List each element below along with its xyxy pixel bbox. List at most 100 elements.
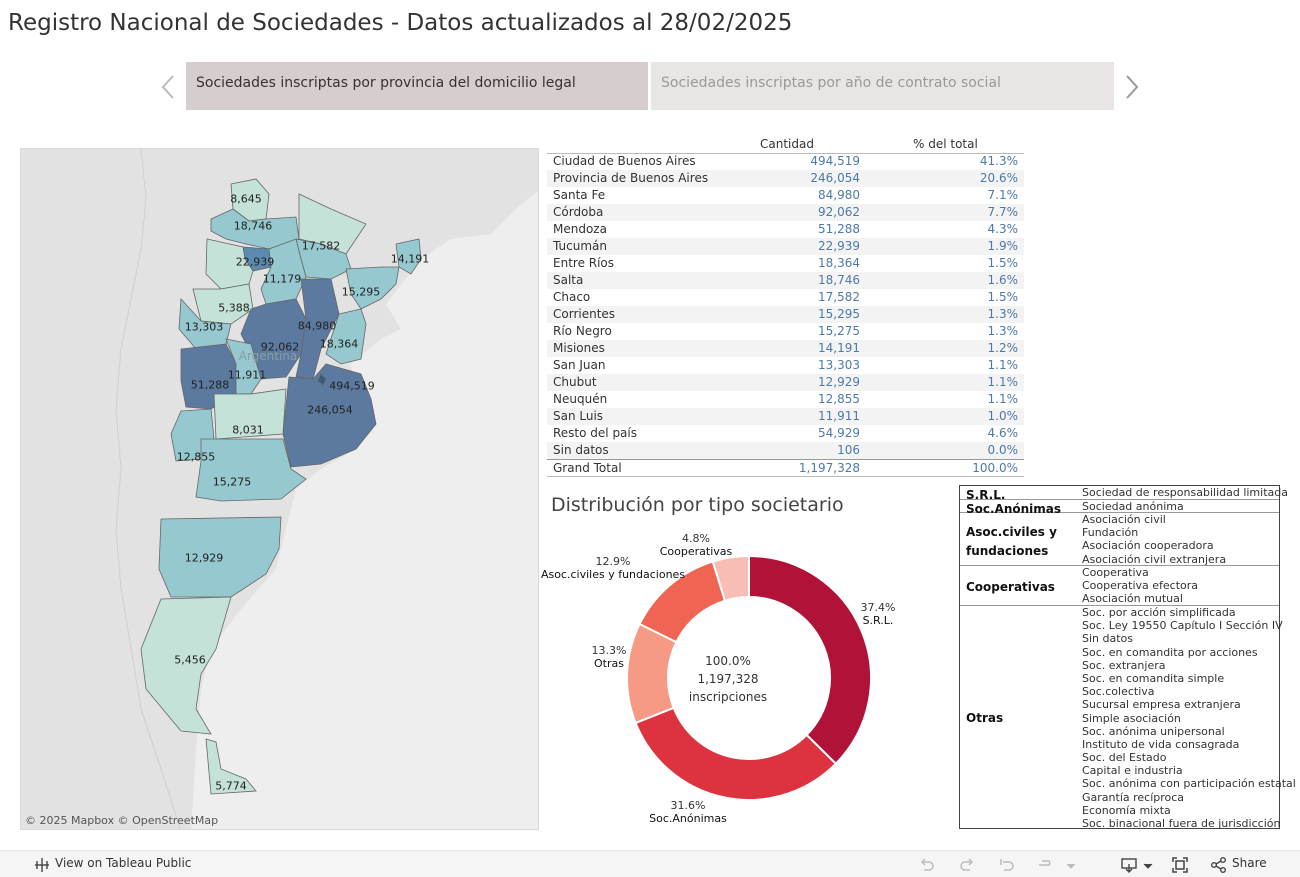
legend-item: Instituto de vida consagrada xyxy=(1082,737,1240,751)
table-row[interactable]: Río Negro 15,275 1.3% xyxy=(547,323,1024,340)
undo-icon[interactable] xyxy=(918,856,936,874)
row-qty: 15,295 xyxy=(818,307,860,321)
total-qty: 1,197,328 xyxy=(798,461,860,475)
chevron-down-icon[interactable] xyxy=(1062,856,1080,874)
table-row[interactable]: Chubut 12,929 1.1% xyxy=(547,374,1024,391)
donut-chart[interactable]: 37.4% S.R.L. 31.6% Soc.Anónimas 13.3% Otras… xyxy=(541,520,950,830)
row-pct: 1.5% xyxy=(987,256,1019,270)
row-pct: 1.1% xyxy=(987,358,1019,372)
tab-prev-arrow[interactable] xyxy=(158,72,178,102)
table-row[interactable]: Entre Ríos 18,364 1.5% xyxy=(547,255,1024,272)
map-label-santafe: 84,980 xyxy=(297,319,337,333)
row-name: Sin datos xyxy=(553,443,609,457)
legend-group: Cooperativas Cooperativa Cooperativa efect… xyxy=(960,566,1279,606)
row-pct: 1.1% xyxy=(987,392,1019,406)
legend-item: Soc. anónima unipersonal xyxy=(1082,724,1225,738)
table-row[interactable]: Mendoza 51,288 4.3% xyxy=(547,221,1024,238)
total-name: Grand Total xyxy=(553,461,622,475)
map-label-tucuman: 22,939 xyxy=(235,255,275,269)
table-row[interactable]: Misiones 14,191 1.2% xyxy=(547,340,1024,357)
fullscreen-icon[interactable] xyxy=(1171,856,1189,874)
table-row[interactable]: Ciudad de Buenos Aires 494,519 41.3% xyxy=(547,153,1024,170)
row-name: Misiones xyxy=(553,341,605,355)
download-menu-icon[interactable] xyxy=(1139,856,1157,874)
table-row[interactable]: San Juan 13,303 1.1% xyxy=(547,357,1024,374)
legend-item: Sociedad anónima xyxy=(1082,500,1184,513)
legend-item: Asociación cooperadora xyxy=(1082,539,1214,553)
donut-pct-coop: 4.8% xyxy=(682,532,710,545)
row-pct: 1.3% xyxy=(987,324,1019,338)
table-row[interactable]: Salta 18,746 1.6% xyxy=(547,272,1024,289)
map-label-entrerios: 18,364 xyxy=(319,337,359,351)
donut-center-unit: inscripciones xyxy=(688,690,768,704)
tableau-footer: View on Tableau Public Share xyxy=(0,850,1300,877)
donut-label-asoc: 12.9% Asoc.civiles y fundaciones xyxy=(541,555,685,581)
legend-item: Soc. Ley 19550 Capítulo I Sección IV xyxy=(1082,619,1283,633)
type-legend: S.R.L. Sociedad de responsabilidad limita… xyxy=(959,485,1296,830)
view-on-tableau-link[interactable]: View on Tableau Public xyxy=(55,856,192,870)
tab-anio[interactable]: Sociedades inscriptas por año de contrat… xyxy=(651,62,1114,110)
legend-item: Sin datos xyxy=(1082,632,1134,646)
share-icon[interactable] xyxy=(1210,856,1228,874)
row-name: San Juan xyxy=(553,358,606,372)
redo-icon[interactable] xyxy=(958,856,976,874)
table-row[interactable]: Resto del país 54,929 4.6% xyxy=(547,425,1024,442)
province-map[interactable]: Argentina 8,645 18,746 17,582 22,939 14,… xyxy=(20,148,539,830)
slice-srl[interactable] xyxy=(748,554,872,766)
map-country-label: Argentina xyxy=(238,349,298,363)
row-pct: 7.7% xyxy=(987,205,1019,219)
row-name: Chaco xyxy=(553,290,591,304)
table-row[interactable]: Neuquén 12,855 1.1% xyxy=(547,391,1024,408)
table-row[interactable]: Santa Fe 84,980 7.1% xyxy=(547,187,1024,204)
donut-label-srl: 37.4% S.R.L. xyxy=(861,601,896,627)
tab-next-arrow[interactable] xyxy=(1122,72,1142,102)
legend-item: Soc. en comandita simple xyxy=(1082,671,1225,685)
legend-item: Garantía recíproca xyxy=(1082,790,1185,804)
row-name: San Luis xyxy=(553,409,604,423)
table-row[interactable]: Sin datos 106 0.0% xyxy=(547,442,1024,459)
download-icon[interactable] xyxy=(1120,856,1138,874)
legend-group-name: Asoc.civiles y fundaciones xyxy=(966,525,1057,558)
donut-label-otras: 13.3% Otras xyxy=(592,644,627,670)
table-row[interactable]: Corrientes 15,295 1.3% xyxy=(547,306,1024,323)
revert-icon[interactable] xyxy=(998,856,1016,874)
legend-group: Soc.Anónimas Sociedad anónima xyxy=(960,500,1279,516)
row-qty: 17,582 xyxy=(818,290,860,304)
share-button[interactable]: Share xyxy=(1232,856,1267,870)
map-label-buenosaires: 246,054 xyxy=(307,403,353,417)
legend-item: Simple asociación xyxy=(1082,711,1181,725)
province-santacruz xyxy=(140,596,232,735)
chevron-left-icon xyxy=(161,75,174,99)
row-pct: 1.0% xyxy=(987,409,1019,423)
table-row[interactable]: Tucumán 22,939 1.9% xyxy=(547,238,1024,255)
table-row[interactable]: Chaco 17,582 1.5% xyxy=(547,289,1024,306)
row-pct: 1.1% xyxy=(987,375,1019,389)
legend-item: Soc. por acción simplificada xyxy=(1082,606,1236,619)
donut-svg xyxy=(626,554,872,801)
slice-cooperativas[interactable] xyxy=(711,554,750,602)
table-row[interactable]: Córdoba 92,062 7.7% xyxy=(547,204,1024,221)
legend-group: S.R.L. Sociedad de responsabilidad limita… xyxy=(960,486,1288,502)
row-name: Salta xyxy=(553,273,584,287)
legend-item: Economía mixta xyxy=(1082,803,1171,817)
row-pct: 1.2% xyxy=(987,341,1019,355)
legend-item: Sucursal empresa extranjera xyxy=(1082,698,1241,712)
donut-label-sa: 31.6% Soc.Anónimas xyxy=(649,799,727,825)
pause-updates-icon[interactable] xyxy=(1036,856,1054,874)
map-label-misiones: 14,191 xyxy=(390,252,430,266)
table-total-row[interactable]: Grand Total 1,197,328 100.0% xyxy=(547,459,1024,476)
tab-provincia[interactable]: Sociedades inscriptas por provincia del … xyxy=(186,62,648,110)
row-qty: 11,911 xyxy=(818,409,860,423)
table-row[interactable]: Provincia de Buenos Aires 246,054 20.6% xyxy=(547,170,1024,187)
map-label-caba: 494,519 xyxy=(329,379,375,393)
legend-group-name: Otras xyxy=(966,711,1004,725)
table-row[interactable]: San Luis 11,911 1.0% xyxy=(547,408,1024,425)
row-qty: 494,519 xyxy=(810,154,860,168)
map-label-salta: 18,746 xyxy=(233,219,273,233)
province-catamarca xyxy=(205,238,254,290)
total-pct: 100.0% xyxy=(972,461,1018,475)
slice-soc-anonimas[interactable] xyxy=(634,706,838,801)
col-pct-header: % del total xyxy=(913,137,978,151)
row-name: Entre Ríos xyxy=(553,256,615,270)
row-qty: 18,746 xyxy=(818,273,860,287)
